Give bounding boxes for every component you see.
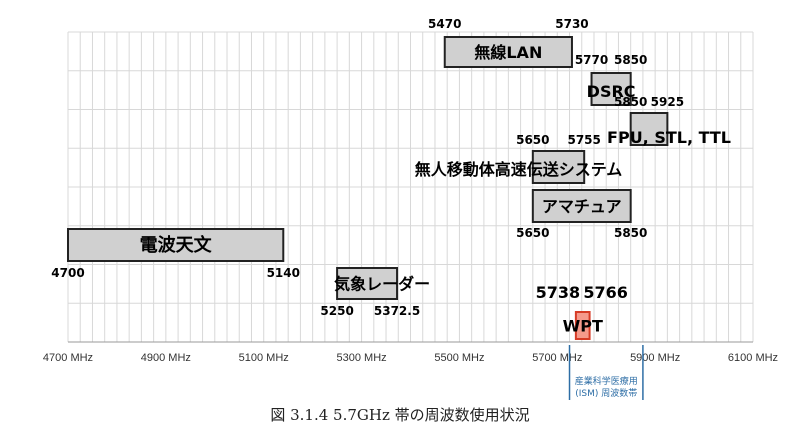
- band-start-label: 5470: [428, 17, 461, 31]
- band-end-label: 5850: [614, 53, 647, 67]
- x-tick-label: 5500 MHz: [434, 352, 484, 364]
- band-start-label: 5250: [320, 304, 353, 318]
- band-name-label: 電波天文: [140, 234, 213, 256]
- band-start-label: 5770: [575, 53, 608, 67]
- x-tick-label: 4700 MHz: [43, 352, 93, 364]
- band-bar: [629, 112, 669, 146]
- band-end-label: 5850: [614, 226, 647, 240]
- band-start-label: 5650: [516, 133, 549, 147]
- x-tick-label: 5900 MHz: [630, 352, 680, 364]
- x-tick-label: 6100 MHz: [728, 352, 778, 364]
- band-bar: [574, 311, 591, 340]
- band-start-label: 4700: [51, 266, 84, 280]
- band-bar: [336, 267, 399, 300]
- x-tick-label: 4900 MHz: [141, 352, 191, 364]
- x-tick-label: 5700 MHz: [532, 352, 582, 364]
- ism-band-label: 産業科学医療用: [575, 375, 638, 387]
- band-bar: [443, 36, 573, 68]
- band-end-label: 5755: [567, 133, 600, 147]
- band-name-label: FPU, STL, TTL: [607, 128, 731, 147]
- band-name-label: 無線LAN: [474, 43, 542, 62]
- band-name-label: 気象レーダー: [334, 275, 430, 294]
- band-bar: [67, 228, 285, 262]
- band-bar: [590, 72, 632, 106]
- band-end-label: 5372.5: [374, 304, 420, 318]
- band-name-label: DSRC: [587, 82, 636, 101]
- ism-band-label: (ISM) 周波数帯: [575, 387, 637, 399]
- band-end-label: 5925: [651, 95, 684, 109]
- frequency-bands: 無線LAN 5470 5730 DSRC 5770 5850 FPU, STL, TTL 58…: [51, 17, 731, 340]
- x-axis-ticks: 4700 MHz 4900 MHz 5100 MHz 5300 MHz 5500 MHz…: [43, 352, 778, 364]
- band-start-label: 5738: [536, 283, 581, 302]
- grid: [67, 31, 754, 343]
- band-name-label: WPT: [563, 317, 603, 336]
- band-start-label: 5650: [516, 226, 549, 240]
- figure-caption: 図 3.1.4 5.7GHz 帯の周波数使用状況: [270, 406, 530, 424]
- x-tick-label: 5100 MHz: [239, 352, 289, 364]
- ism-band-marker: 産業科学医療用(ISM) 周波数帯: [568, 345, 644, 400]
- band-end-label: 5730: [555, 17, 588, 31]
- band-name-label: 無人移動体高速伝送システム: [415, 160, 623, 179]
- band-bar: [531, 150, 586, 184]
- band-name-label: アマチュア: [542, 197, 622, 216]
- band-bar: [531, 189, 632, 223]
- band-end-label: 5140: [267, 266, 300, 280]
- band-end-label: 5766: [583, 283, 628, 302]
- band-start-label: 5850: [614, 95, 647, 109]
- x-tick-label: 5300 MHz: [337, 352, 387, 364]
